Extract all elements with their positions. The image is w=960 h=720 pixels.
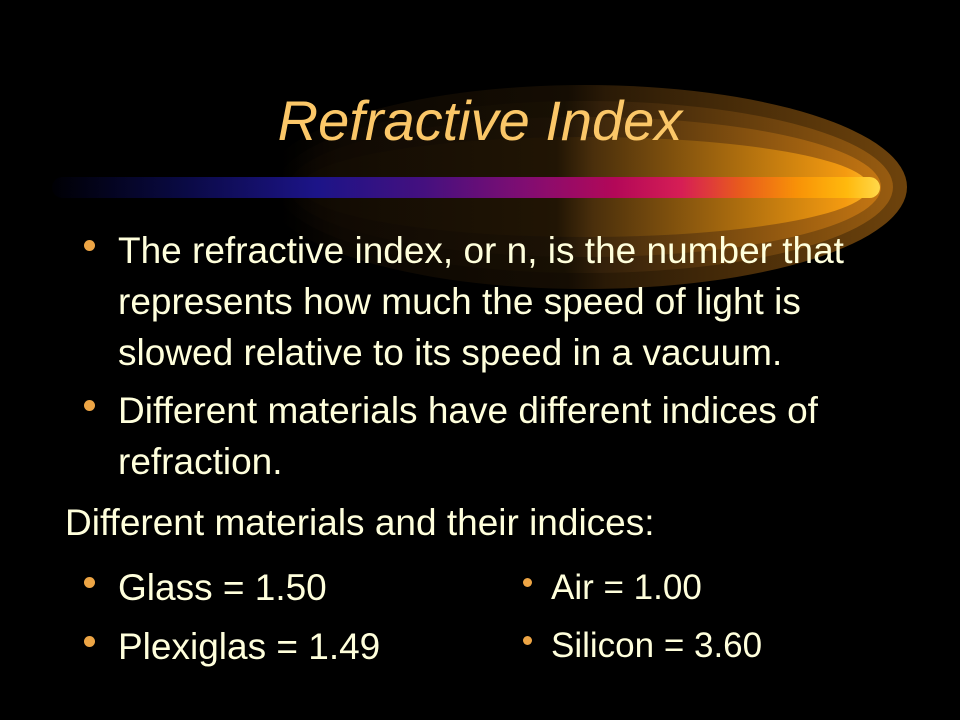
slide-title: Refractive Index <box>277 89 683 152</box>
material-item-glass: Glass = 1.50 <box>84 562 327 613</box>
materials-intro-line: Different materials and their indices: <box>65 502 655 543</box>
bullet-icon <box>84 577 95 588</box>
bullet-icon <box>523 636 532 645</box>
bullet-text: Different materials have different indic… <box>118 390 818 482</box>
material-label: Plexiglas = 1.49 <box>118 626 381 667</box>
bullet-icon <box>84 240 95 251</box>
bullet-icon <box>84 636 95 647</box>
material-item-plexiglas: Plexiglas = 1.49 <box>84 621 380 672</box>
material-label: Silicon = 3.60 <box>551 626 763 665</box>
material-label: Glass = 1.50 <box>118 567 327 608</box>
bullet-icon <box>84 400 95 411</box>
swoosh-decoration <box>52 85 907 289</box>
material-item-air: Air = 1.00 <box>523 564 702 612</box>
bullet-icon <box>523 578 532 587</box>
material-item-silicon: Silicon = 3.60 <box>523 622 762 670</box>
material-label: Air = 1.00 <box>551 568 702 607</box>
bullet-item-different-materials: Different materials have different indic… <box>84 385 818 487</box>
bullet-text: The refractive index, or n, is the numbe… <box>118 230 844 373</box>
gradient-band <box>52 177 880 198</box>
bullet-item-refractive-index: The refractive index, or n, is the numbe… <box>84 225 844 378</box>
